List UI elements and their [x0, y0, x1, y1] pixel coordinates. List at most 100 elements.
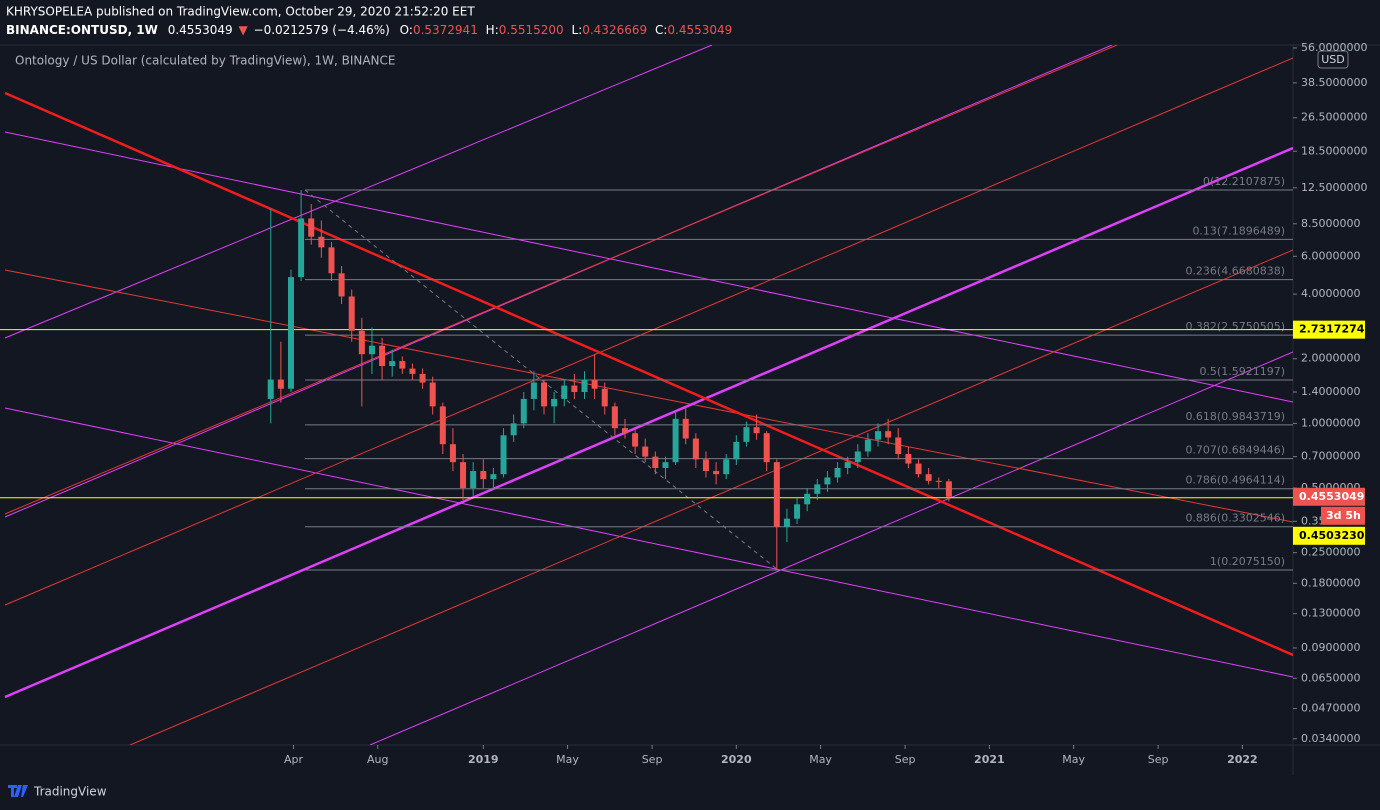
trend-line	[4, 45, 713, 339]
change-arrow: ▼	[238, 23, 248, 37]
candle-body	[875, 431, 882, 440]
candle-body	[702, 459, 709, 472]
y-tick-label: 56.0000000	[1301, 41, 1367, 54]
x-tick-label: 2021	[974, 753, 1005, 766]
ohlc-value: 0.5372941	[413, 23, 478, 37]
candle-body	[824, 477, 831, 485]
fib-label: 0(12.2107875)	[1203, 175, 1285, 188]
candle-body	[449, 444, 456, 463]
chart-title: Ontology / US Dollar (calculated by Trad…	[15, 54, 395, 68]
y-tick-label: 0.1300000	[1301, 607, 1361, 620]
x-tick-label: 2022	[1227, 753, 1258, 766]
candle-body	[854, 451, 861, 463]
candle-body	[480, 471, 487, 480]
x-tick-label: 2020	[721, 753, 752, 766]
candle-body	[551, 398, 558, 407]
price-label: 2.7317274	[1299, 323, 1365, 336]
candle-body	[895, 437, 902, 455]
candle-body	[885, 431, 892, 438]
candle-body	[723, 459, 730, 475]
candle-body	[287, 277, 294, 389]
last-price: 0.4553049	[168, 23, 233, 37]
candle-body	[500, 435, 507, 475]
y-tick-label: 0.0900000	[1301, 641, 1361, 654]
x-tick-label: May	[556, 753, 579, 766]
y-tick-label: 0.0470000	[1301, 702, 1361, 715]
x-tick-label: Sep	[895, 753, 916, 766]
price-label: 0.4503230	[1299, 529, 1365, 542]
candle-body	[399, 361, 406, 369]
fib-label: 1(0.2075150)	[1210, 555, 1285, 568]
candle-body	[783, 518, 790, 527]
candle-body	[814, 484, 821, 494]
candle-body	[530, 382, 537, 399]
candle-body	[864, 439, 871, 452]
candle-body	[611, 406, 618, 429]
candle-body	[652, 456, 659, 468]
candle-body	[409, 368, 416, 374]
candle-body	[348, 296, 355, 331]
ohlc-key: H:	[486, 23, 499, 37]
countdown: 3d 5h	[1326, 509, 1361, 522]
y-tick-label: 0.2500000	[1301, 546, 1361, 559]
axes: 56.0000000 38.5000000 26.5000000 18.5000000…	[284, 41, 1367, 766]
x-tick-label: May	[1062, 753, 1085, 766]
y-tick-label: 0.7000000	[1301, 450, 1361, 463]
fib-label: 0.618(0.9843719)	[1185, 410, 1285, 423]
change: −0.0212579 (−4.46%)	[254, 23, 390, 37]
brand-name: TradingView	[33, 785, 107, 799]
y-tick-label: 2.0000000	[1301, 352, 1361, 365]
candle-body	[642, 446, 649, 457]
candle-body	[389, 361, 396, 367]
candle-body	[328, 247, 335, 274]
candle-body	[520, 398, 527, 424]
brand[interactable]: TradingView	[8, 785, 107, 799]
candle-body	[379, 345, 386, 367]
y-tick-label: 0.0650000	[1301, 671, 1361, 684]
candle-body	[581, 379, 588, 393]
y-tick-label: 0.1800000	[1301, 576, 1361, 589]
trend-line	[4, 269, 1293, 523]
candle-body	[541, 382, 548, 407]
candle-body	[298, 218, 305, 278]
fib-label: 0.786(0.4964114)	[1185, 474, 1285, 487]
x-tick-label: Sep	[1148, 753, 1169, 766]
x-tick-label: May	[809, 753, 832, 766]
candle-body	[308, 218, 315, 237]
candle-body	[318, 236, 325, 248]
fib-label: 0.13(7.1896489)	[1192, 224, 1285, 237]
candle-body	[662, 462, 669, 468]
fib-trend	[304, 189, 779, 571]
candle-body	[621, 428, 628, 434]
trend-line	[369, 351, 1293, 745]
candle-body	[844, 462, 851, 468]
candle-body	[905, 454, 912, 464]
price-label-box	[1293, 487, 1365, 506]
x-tick-label: Sep	[642, 753, 663, 766]
y-tick-label: 38.5000000	[1301, 76, 1367, 89]
candle-body	[571, 385, 578, 393]
y-tick-label: 1.0000000	[1301, 416, 1361, 429]
countdown-box	[1321, 506, 1365, 525]
candle-body	[561, 385, 568, 399]
candle-body	[692, 438, 699, 460]
candle-body	[733, 441, 740, 460]
ohlc-key: C:	[655, 23, 667, 37]
ohlc-key: O:	[400, 23, 413, 37]
symbol-line: BINANCE:ONTUSD, 1W 0.4553049 ▼ −0.021257…	[6, 23, 732, 37]
currency-label: USD	[1321, 53, 1345, 66]
fib-label: 0.707(0.6849446)	[1185, 444, 1285, 457]
candle-body	[510, 423, 517, 436]
candle-body	[945, 481, 952, 497]
y-tick-label: 8.5000000	[1301, 217, 1361, 230]
candle-body	[682, 418, 689, 439]
candle-body	[672, 418, 679, 463]
trend-line	[4, 407, 1293, 678]
x-tick-label: Aug	[367, 753, 388, 766]
candle-body	[915, 463, 922, 475]
y-tick-label: 1.4000000	[1301, 385, 1361, 398]
candle-body	[358, 330, 365, 355]
candle-body	[460, 462, 467, 489]
y-tick-label: 26.5000000	[1301, 111, 1367, 124]
currency-badge[interactable]	[1317, 50, 1349, 69]
